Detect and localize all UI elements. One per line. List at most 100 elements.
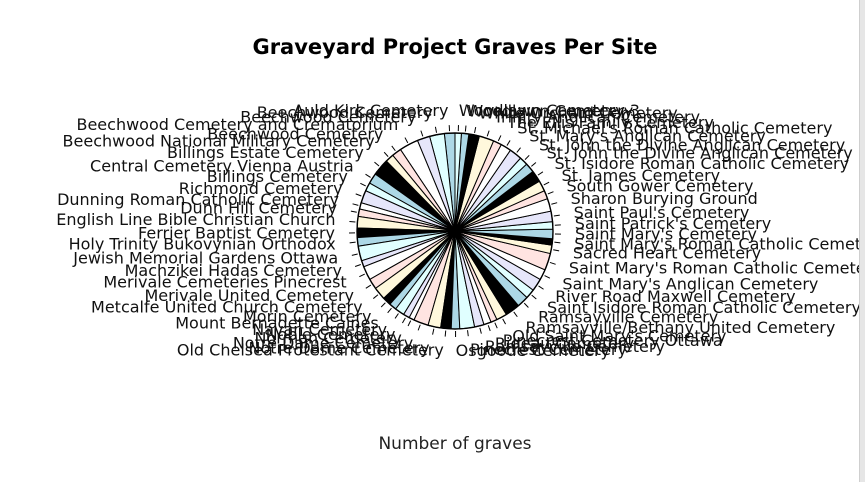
pie-slice-tick xyxy=(523,302,529,308)
pie-slice-label: River Road Maxwell Cemetery xyxy=(555,287,795,306)
pie-slice-tick xyxy=(524,154,530,160)
pie-slice-label: St. Michael's Roman Catholic Cemetery xyxy=(517,118,832,137)
pie-slice-label: Dunning Roman Catholic Cemetery xyxy=(57,190,339,209)
pie-slice-label: Woodlawn Cemetery xyxy=(467,102,633,121)
pie-slice-tick xyxy=(516,147,521,153)
pie-slice-tick xyxy=(380,302,386,308)
pie-slice-label: Saint Patrick's Cemetery xyxy=(575,214,771,233)
pie-slice-tick xyxy=(373,294,379,299)
pie-slice-label: Merivale United Cemetery xyxy=(144,286,354,305)
pie-slice-tick xyxy=(487,325,491,332)
pie-slice-label: Dunn Hill Cemetery xyxy=(180,199,337,218)
pie-slice-label: Jewish Memorial Gardens Ottawa xyxy=(72,249,338,268)
pie-slice-tick xyxy=(547,191,554,195)
pie-slice-label: St. Isidore Roman Catholic Cemetery xyxy=(555,154,850,173)
pie-slice-tick xyxy=(553,249,560,252)
pie-slice-label: Auld Kirk Cemetery xyxy=(293,101,448,120)
pie-slice-tick xyxy=(350,210,357,213)
pie-slice-tick xyxy=(434,126,438,133)
pie-slice-label: Old Chelsea Protestant Cemetery xyxy=(177,340,444,359)
pie-slice-tick xyxy=(432,328,435,335)
pie-slice-label: Saint Isidore Roman Catholic Cemetery xyxy=(547,298,861,317)
pie-slice-label: St. John the Divine Anglican Cemetery xyxy=(547,144,853,163)
pie-slice-label: Sacred Heart Cemetery xyxy=(573,243,761,262)
pie-slice-tick xyxy=(544,275,551,279)
pie-slice-tick xyxy=(464,125,467,132)
pie-slice-label: Billings Estate Cemetery xyxy=(167,143,364,162)
pie-slice-label: Saint Mary's Anglican Cemetery xyxy=(562,274,818,293)
pie-slice-label: Ferrier Baptist Cemetery xyxy=(138,223,335,242)
chart-title: Graveyard Project Graves Per Site xyxy=(252,35,658,59)
pie-slice-tick xyxy=(365,173,371,178)
pie-slice-tick xyxy=(352,203,359,206)
pie-slice-label: Ramsayville/Bethany United Cemetery xyxy=(526,318,836,337)
pie-slice-label: Rideau Cemetery xyxy=(495,334,634,353)
pie-slice-label: Holy Trinity Bukovynian Orthodox xyxy=(69,234,336,253)
pie-slice-tick xyxy=(359,273,365,278)
pie-slice-label: Mount Bernadette Caines xyxy=(175,314,379,333)
pie-slice-label: Navan Cemetery xyxy=(252,320,387,339)
pie-slice-tick xyxy=(374,161,380,167)
pie-slice-tick xyxy=(538,285,544,290)
pie-slice-tick xyxy=(543,181,550,186)
pie-slice-tick xyxy=(479,327,482,334)
pie-slice-label: Sharon Burying Ground xyxy=(571,189,758,208)
pie-slice-label: Norman Cemetery xyxy=(255,329,402,348)
pie-slice-tick xyxy=(355,193,362,197)
pie-slice-tick xyxy=(494,322,498,329)
pie-slice-label: Beechwood Cemetery xyxy=(240,107,416,126)
pie-slice-tick xyxy=(553,214,560,217)
pie-slice-tick xyxy=(513,311,518,318)
pie-slice-label: St. Mary's Anglican Cemetery xyxy=(529,127,766,146)
pie-slice-label: Pinecrest Cemetery Ottawa xyxy=(503,331,723,350)
pie-slice-tick xyxy=(401,317,406,324)
pie-slice-tick xyxy=(391,145,396,152)
pie-slice-tick xyxy=(360,182,366,187)
window-scrollbar[interactable] xyxy=(859,0,865,482)
pie-slice-tick xyxy=(387,307,392,314)
pie-slice-label: Woodlawn Cemetery 3 xyxy=(459,101,640,120)
pie-slice-label: Ramsayville Cemetery xyxy=(538,308,718,327)
pie-slice-tick xyxy=(502,318,506,325)
pie-slice-tick xyxy=(486,130,490,137)
pie-slice-tick xyxy=(506,140,511,146)
pie-slice-label: Notre Dame Cemetery xyxy=(233,334,413,353)
pie-slice-label: Saint Paul's Cemetery xyxy=(574,203,750,222)
pie-slice-label: Old Saint Mary's Cemetery xyxy=(512,326,726,345)
pie-slice-label: Ramsayville Cemetery xyxy=(485,337,665,356)
pie-slice-label: Beechwood Cemetery xyxy=(207,125,383,144)
pie-slice-label: Saint Mary's Roman Catholic Cemetery xyxy=(569,259,865,278)
pie-outline xyxy=(356,132,554,330)
pie-slice-label: Pinecrest Cemetery xyxy=(470,340,627,359)
pie-slice-tick xyxy=(497,135,502,142)
pie-slice-label: Beechwood Cemetery and Crematorium xyxy=(76,115,398,134)
pie-slice-label: The Ellis Family Cemetery xyxy=(506,113,714,132)
pie-slice-tick xyxy=(349,220,356,223)
pie-slice-tick xyxy=(394,313,399,319)
pie-slice-tick xyxy=(537,171,544,176)
pie-slice-label: Richmond Cemetery xyxy=(179,179,343,198)
pie-slice-tick xyxy=(531,294,537,300)
pie-slice-tick xyxy=(404,137,409,144)
pie-slice-label: Central Cemetery Vienna Austria xyxy=(90,157,354,176)
pie-slice-label: Beechwood National Military Cemetery xyxy=(63,132,375,151)
pie-slice-tick xyxy=(551,202,558,205)
pie-slice-tick xyxy=(351,253,358,256)
pie-slice-tick xyxy=(354,264,361,267)
pie-slice-tick xyxy=(531,162,537,167)
pie-slice-label: St. John the Divine Anglican Cemetery xyxy=(539,135,845,154)
pie-slice-label: Trinity Anglican Cemetery xyxy=(493,107,700,126)
pie-slice-tick xyxy=(365,284,372,289)
pie-slice-label: Beechwood Cemetery xyxy=(257,103,433,122)
pie-slice-label: White Orchard Cemetery xyxy=(478,103,677,122)
pie-slice-tick xyxy=(554,241,561,244)
pie-slice-label: Metcalfe United Church Cemetery xyxy=(91,297,363,316)
pie-slice-label: Billings Cemetery xyxy=(207,167,348,186)
pie-slice-label: Saint Mary's Cemetery xyxy=(575,225,757,244)
pie-slice-tick xyxy=(444,330,447,337)
pie-slice-label: Merivale Cemeteries Pinecrest xyxy=(103,273,346,292)
pie-slice-tick xyxy=(417,324,421,331)
pie-label-ticks xyxy=(349,125,561,338)
